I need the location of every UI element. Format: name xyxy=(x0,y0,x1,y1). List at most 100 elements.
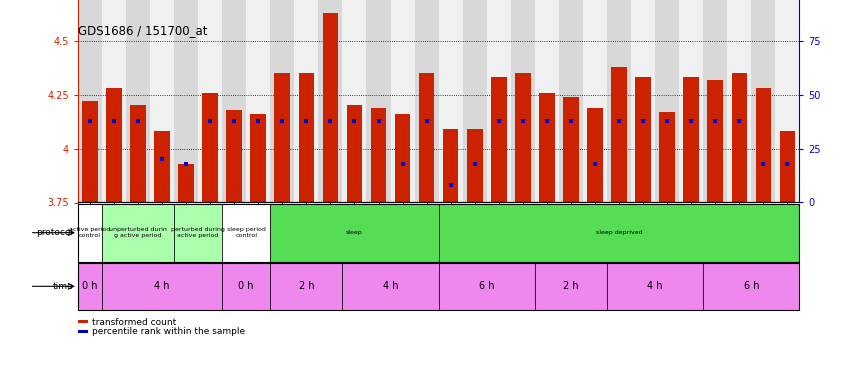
Bar xyxy=(438,0,463,202)
Bar xyxy=(102,204,174,262)
Bar xyxy=(78,263,102,310)
Text: 4 h: 4 h xyxy=(154,281,170,291)
Point xyxy=(156,156,169,162)
Bar xyxy=(515,73,530,202)
Bar xyxy=(78,204,102,262)
Point xyxy=(83,118,96,124)
Bar xyxy=(587,108,603,202)
Bar xyxy=(491,78,507,203)
Bar xyxy=(126,0,150,202)
Text: 2 h: 2 h xyxy=(563,281,579,291)
Bar xyxy=(222,263,270,310)
Text: perturbed during
active period: perturbed during active period xyxy=(171,227,225,238)
Bar xyxy=(535,0,559,202)
Point xyxy=(396,160,409,166)
Point xyxy=(324,118,338,124)
Bar xyxy=(707,80,723,203)
Bar xyxy=(222,0,246,202)
Bar xyxy=(419,73,435,202)
Bar xyxy=(391,0,415,202)
Bar xyxy=(684,78,699,203)
Point xyxy=(540,118,553,124)
Bar xyxy=(535,263,607,310)
Text: sleep: sleep xyxy=(346,230,363,235)
Point xyxy=(492,118,506,124)
Text: 0 h: 0 h xyxy=(82,281,97,291)
Bar xyxy=(130,105,146,202)
Bar xyxy=(486,0,511,202)
Bar xyxy=(679,0,703,202)
Bar xyxy=(371,108,387,202)
Bar xyxy=(270,0,294,202)
Bar xyxy=(366,0,391,202)
Bar xyxy=(154,131,170,203)
Point xyxy=(251,118,265,124)
Bar xyxy=(270,263,343,310)
Bar xyxy=(607,0,631,202)
Bar xyxy=(463,0,486,202)
Bar xyxy=(78,0,102,202)
Point xyxy=(636,118,650,124)
Bar xyxy=(227,110,242,202)
Bar xyxy=(395,114,410,202)
Point xyxy=(179,160,193,166)
Bar xyxy=(318,0,343,202)
Text: 4 h: 4 h xyxy=(647,281,663,291)
Text: protocol: protocol xyxy=(36,228,74,237)
Bar xyxy=(202,93,218,202)
Bar xyxy=(511,0,535,202)
Bar xyxy=(102,263,222,310)
Point xyxy=(613,118,626,124)
Point xyxy=(468,160,481,166)
Bar xyxy=(442,129,459,203)
Bar xyxy=(467,129,482,203)
Bar xyxy=(274,73,290,202)
Bar xyxy=(563,97,579,202)
Point xyxy=(348,118,361,124)
Bar xyxy=(732,73,747,202)
Text: time: time xyxy=(53,282,74,291)
Bar xyxy=(583,0,607,202)
Bar xyxy=(347,105,362,202)
Text: unperturbed durin
g active period: unperturbed durin g active period xyxy=(109,227,167,238)
Bar xyxy=(703,0,728,202)
Point xyxy=(516,118,530,124)
Bar xyxy=(703,263,799,310)
Bar xyxy=(655,0,679,202)
Bar xyxy=(270,204,438,262)
Text: GDS1686 / 151700_at: GDS1686 / 151700_at xyxy=(78,24,207,38)
Point xyxy=(588,160,602,166)
Bar xyxy=(343,0,366,202)
Bar xyxy=(438,263,535,310)
Point xyxy=(756,160,770,166)
Point xyxy=(661,118,674,124)
Point xyxy=(781,160,794,166)
Point xyxy=(299,118,313,124)
Bar xyxy=(728,0,751,202)
Bar xyxy=(539,93,555,202)
Text: sleep period
control: sleep period control xyxy=(227,227,266,238)
Bar xyxy=(246,0,270,202)
Point xyxy=(107,118,121,124)
Text: 0 h: 0 h xyxy=(239,281,254,291)
Bar xyxy=(415,0,438,202)
Bar xyxy=(198,0,222,202)
Point xyxy=(708,118,722,124)
Bar xyxy=(776,0,799,202)
Bar xyxy=(174,204,222,262)
Text: sleep deprived: sleep deprived xyxy=(596,230,642,235)
Bar xyxy=(559,0,583,202)
Text: 6 h: 6 h xyxy=(479,281,495,291)
Bar xyxy=(631,0,655,202)
Bar xyxy=(106,88,122,202)
Text: 6 h: 6 h xyxy=(744,281,759,291)
Point xyxy=(131,118,145,124)
Bar xyxy=(250,114,266,202)
Point xyxy=(420,118,433,124)
Bar xyxy=(150,0,174,202)
Point xyxy=(371,118,385,124)
Point xyxy=(203,118,217,124)
Bar xyxy=(659,112,675,202)
Bar xyxy=(174,0,198,202)
Point xyxy=(684,118,698,124)
